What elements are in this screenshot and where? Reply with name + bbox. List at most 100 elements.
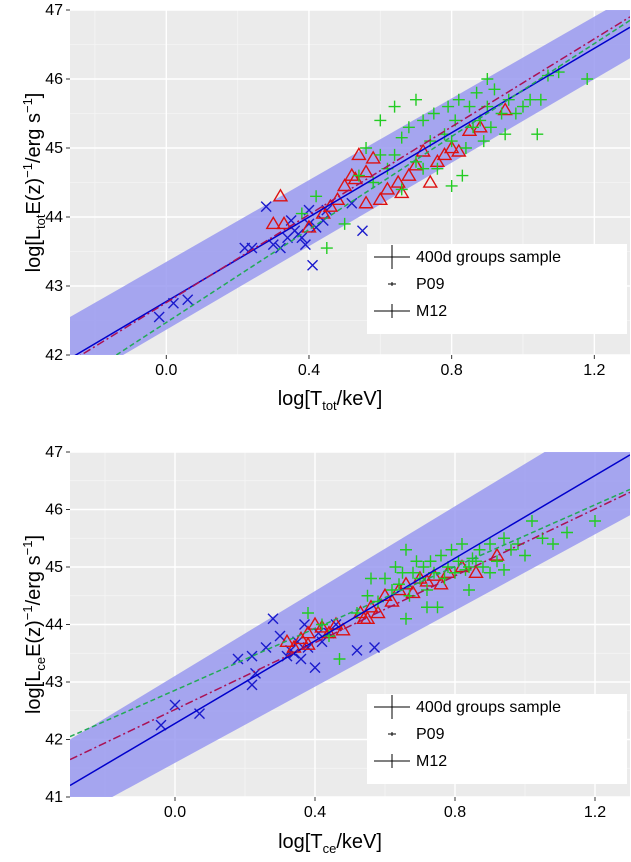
point-triangle-11 (358, 195, 374, 209)
y-tick-label: 43 (45, 674, 63, 691)
point-x-0 (153, 311, 165, 323)
point-plus-42 (526, 515, 538, 527)
point-plus-24 (459, 142, 472, 154)
point-plus-32 (488, 83, 501, 96)
point-plus-2 (320, 242, 333, 255)
x-tick-label: 0.4 (304, 804, 326, 821)
x-tick-label: 1.2 (583, 362, 605, 379)
point-triangle-12 (365, 150, 381, 164)
point-plus-46 (395, 183, 408, 196)
point-plus-31 (463, 561, 475, 573)
y-tick-label: 47 (45, 444, 63, 461)
point-triangle-20 (422, 174, 438, 188)
point-x-19 (356, 225, 368, 237)
y-tick-label: 42 (45, 732, 63, 749)
plot-area (70, 10, 630, 355)
point-triangle-22 (436, 147, 453, 161)
point-x-22 (330, 619, 342, 630)
point-plus-29 (477, 135, 490, 148)
point-x-20 (351, 644, 363, 656)
point-plus-38 (524, 93, 537, 106)
y-tick-label: 47 (45, 2, 63, 19)
point-plus-33 (495, 107, 508, 120)
point-plus-20 (445, 135, 458, 148)
point-plus-43 (581, 73, 594, 85)
x-tick-label: 0.0 (164, 804, 186, 821)
y-tick-label: 46 (45, 502, 63, 519)
point-triangle-24 (451, 143, 467, 157)
plot-area (70, 452, 630, 797)
point-triangle-3 (301, 219, 317, 233)
point-triangle-16 (393, 184, 410, 199)
fit-line-dashdot (70, 491, 630, 761)
point-plus-5 (361, 589, 374, 602)
point-plus-16 (427, 107, 440, 120)
x-tick-label: 0.4 (298, 362, 320, 379)
point-plus-15 (407, 566, 419, 579)
point-triangle-10 (351, 147, 367, 161)
legend-label: 400d groups sample (416, 249, 561, 266)
point-plus-39 (505, 543, 517, 556)
point-triangle-26 (472, 119, 488, 133)
legend-label: M12 (416, 303, 447, 320)
point-plus-31 (484, 121, 497, 134)
legend-label: 400d groups sample (416, 699, 561, 716)
point-plus-37 (516, 100, 529, 113)
legend: 400d groups sample P09 M12 (367, 244, 627, 334)
series-x (153, 197, 368, 323)
point-plus-14 (417, 162, 430, 175)
series-x (155, 613, 380, 731)
point-plus-36 (484, 538, 496, 550)
legend-box (367, 244, 627, 334)
point-plus-10 (389, 561, 402, 573)
point-plus-16 (410, 555, 423, 568)
point-plus-11 (393, 578, 405, 591)
point-plus-46 (589, 515, 601, 527)
point-triangle-2 (276, 216, 292, 230)
fit-line-solid (70, 454, 630, 787)
legend: 400d groups sample P09 M12 (367, 694, 627, 784)
point-plus-38 (498, 532, 510, 545)
legend-box (367, 694, 627, 784)
y-tick-label: 43 (45, 278, 63, 295)
y-tick-label: 44 (45, 617, 63, 634)
x-axis-label: log[Ttot/keV] (278, 388, 383, 413)
point-x-3 (232, 653, 244, 665)
point-plus-41 (519, 549, 531, 562)
point-plus-37 (491, 555, 503, 568)
y-tick-label: 45 (45, 140, 63, 157)
point-plus-39 (531, 128, 544, 141)
point-plus-3 (333, 653, 346, 665)
fit-line-solid (74, 26, 630, 355)
point-plus-17 (431, 162, 444, 175)
point-plus-27 (449, 566, 461, 579)
point-plus-27 (470, 86, 483, 99)
point-triangle-28 (358, 164, 374, 178)
point-plus-20 (424, 555, 437, 568)
point-triangle-1 (286, 639, 302, 653)
fit-line-dashdot (79, 16, 630, 355)
point-plus-4 (352, 169, 365, 182)
point-plus-44 (547, 538, 559, 550)
fit-line-dashed (115, 19, 630, 355)
y-axis-label: log[LtotE(z)−1/erg s−1] (20, 93, 48, 273)
point-plus-13 (400, 543, 412, 556)
y-tick-label: 45 (45, 559, 63, 576)
point-x-16 (309, 662, 321, 674)
point-triangle-17 (401, 167, 417, 181)
point-x-0 (155, 719, 167, 731)
point-plus-10 (395, 131, 408, 144)
point-triangle-19 (415, 143, 431, 157)
point-triangle-15 (390, 174, 406, 188)
point-plus-8 (379, 572, 391, 585)
point-triangle-23 (443, 140, 460, 154)
point-plus-48 (463, 584, 475, 596)
point-x-14 (307, 259, 319, 271)
x-tick-label: 0.0 (155, 362, 177, 379)
point-plus-25 (463, 100, 476, 113)
point-plus-22 (431, 601, 444, 614)
point-x-23 (295, 653, 307, 665)
point-plus-29 (456, 538, 468, 550)
point-triangle-14 (379, 181, 396, 195)
